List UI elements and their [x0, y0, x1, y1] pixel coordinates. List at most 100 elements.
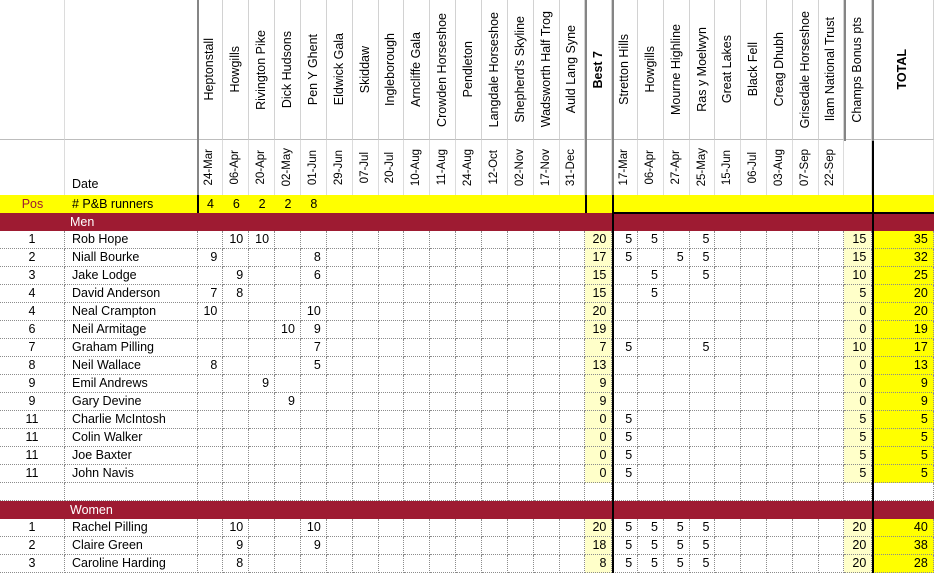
- race-header-cell[interactable]: Ras y Moelwyn: [689, 0, 716, 140]
- score-cell[interactable]: [689, 429, 716, 447]
- best7-cell[interactable]: 8: [585, 555, 613, 573]
- score-cell[interactable]: 5: [663, 519, 690, 537]
- best7-cell[interactable]: 20: [585, 303, 613, 321]
- score-cell[interactable]: 9: [275, 393, 301, 411]
- score-cell[interactable]: [792, 303, 819, 321]
- score-cell[interactable]: 5: [689, 339, 716, 357]
- score-cell[interactable]: [378, 249, 405, 267]
- total-header-cell[interactable]: TOTAL: [872, 0, 934, 140]
- score-cell[interactable]: [481, 339, 508, 357]
- score-cell[interactable]: [766, 375, 793, 393]
- score-cell[interactable]: [326, 339, 353, 357]
- score-cell[interactable]: [663, 339, 690, 357]
- score-cell[interactable]: [715, 339, 742, 357]
- score-cell[interactable]: [481, 249, 508, 267]
- score-cell[interactable]: [275, 303, 301, 321]
- spacer-cell[interactable]: [585, 483, 613, 501]
- score-cell[interactable]: [663, 267, 690, 285]
- score-cell[interactable]: [533, 321, 560, 339]
- score-cell[interactable]: [766, 429, 793, 447]
- score-cell[interactable]: [507, 519, 534, 537]
- corner-cell[interactable]: [65, 0, 198, 140]
- score-cell[interactable]: [430, 447, 457, 465]
- date-cell[interactable]: 15-Jun: [715, 140, 742, 195]
- score-cell[interactable]: [818, 447, 845, 465]
- race-header-cell[interactable]: Arncliffe Gala: [404, 0, 431, 140]
- bonus-cell[interactable]: 5: [844, 285, 873, 303]
- score-cell[interactable]: [404, 303, 431, 321]
- runner-name-cell[interactable]: Jake Lodge: [65, 267, 198, 285]
- pb-count-cell[interactable]: [663, 195, 690, 213]
- date-cell[interactable]: 24-Mar: [198, 140, 224, 195]
- score-cell[interactable]: [638, 393, 664, 411]
- score-cell[interactable]: [404, 249, 431, 267]
- score-cell[interactable]: [638, 447, 664, 465]
- bonus-cell[interactable]: 0: [844, 375, 873, 393]
- spacer-cell[interactable]: [663, 483, 690, 501]
- pb-count-cell[interactable]: [689, 195, 716, 213]
- date-cell[interactable]: 24-Aug: [456, 140, 482, 195]
- score-cell[interactable]: [818, 429, 845, 447]
- score-cell[interactable]: [612, 357, 639, 375]
- score-cell[interactable]: [378, 519, 405, 537]
- race-header-cell[interactable]: Creag Dhubh: [766, 0, 793, 140]
- race-header-cell[interactable]: Langdale Horseshoe: [481, 0, 508, 140]
- score-cell[interactable]: [792, 357, 819, 375]
- score-cell[interactable]: [663, 357, 690, 375]
- score-cell[interactable]: [741, 321, 767, 339]
- score-cell[interactable]: [197, 537, 224, 555]
- score-cell[interactable]: [378, 555, 405, 573]
- score-cell[interactable]: [766, 303, 793, 321]
- race-header-cell[interactable]: Grisedale Horseshoe: [792, 0, 819, 140]
- score-cell[interactable]: [352, 519, 379, 537]
- score-cell[interactable]: [741, 285, 767, 303]
- spacer-cell[interactable]: [792, 483, 819, 501]
- runner-name-cell[interactable]: Neil Wallace: [65, 357, 198, 375]
- score-cell[interactable]: [638, 357, 664, 375]
- score-cell[interactable]: 5: [612, 555, 639, 573]
- score-cell[interactable]: [223, 339, 250, 357]
- score-cell[interactable]: [559, 447, 586, 465]
- score-cell[interactable]: [663, 375, 690, 393]
- total-cell[interactable]: 13: [872, 357, 934, 375]
- score-cell[interactable]: [818, 357, 845, 375]
- score-cell[interactable]: [715, 375, 742, 393]
- date-cell[interactable]: 22-Sep: [819, 140, 845, 195]
- score-cell[interactable]: 10: [223, 231, 250, 249]
- score-cell[interactable]: [481, 285, 508, 303]
- score-cell[interactable]: [481, 465, 508, 483]
- score-cell[interactable]: [352, 249, 379, 267]
- score-cell[interactable]: [223, 321, 250, 339]
- spacer-cell[interactable]: [430, 483, 457, 501]
- race-header-cell[interactable]: Pendleton: [456, 0, 482, 140]
- score-cell[interactable]: [715, 555, 742, 573]
- score-cell[interactable]: [507, 393, 534, 411]
- score-cell[interactable]: [456, 231, 482, 249]
- best7-cell[interactable]: 0: [585, 411, 613, 429]
- score-cell[interactable]: [404, 519, 431, 537]
- spacer-cell[interactable]: [872, 483, 934, 501]
- pos-cell[interactable]: 11: [0, 465, 65, 483]
- score-cell[interactable]: [741, 447, 767, 465]
- score-cell[interactable]: 6: [300, 267, 327, 285]
- score-cell[interactable]: [612, 267, 639, 285]
- score-cell[interactable]: [378, 339, 405, 357]
- score-cell[interactable]: [715, 357, 742, 375]
- score-cell[interactable]: [481, 321, 508, 339]
- pb-count-cell[interactable]: [792, 195, 819, 213]
- score-cell[interactable]: [741, 339, 767, 357]
- best7-cell[interactable]: 15: [585, 267, 613, 285]
- race-header-cell[interactable]: Eldwick Gala: [326, 0, 353, 140]
- race-header-cell[interactable]: Stretton Hills: [612, 0, 639, 140]
- score-cell[interactable]: [223, 249, 250, 267]
- score-cell[interactable]: [223, 429, 250, 447]
- total-cell[interactable]: 5: [872, 447, 934, 465]
- score-cell[interactable]: [352, 555, 379, 573]
- score-cell[interactable]: [818, 303, 845, 321]
- score-cell[interactable]: [792, 537, 819, 555]
- spacer-cell[interactable]: [844, 483, 873, 501]
- score-cell[interactable]: [818, 537, 845, 555]
- score-cell[interactable]: 5: [689, 231, 716, 249]
- score-cell[interactable]: [507, 267, 534, 285]
- score-cell[interactable]: [766, 537, 793, 555]
